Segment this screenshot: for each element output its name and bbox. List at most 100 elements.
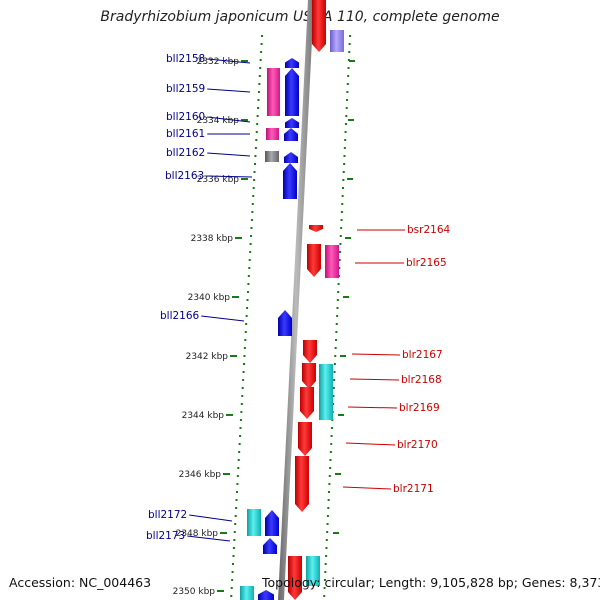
track-dot — [329, 459, 332, 461]
track-dot — [346, 91, 349, 93]
track-dot — [343, 163, 346, 165]
gene-label-blr2169: blr2169 — [399, 402, 440, 414]
track-dot — [233, 539, 236, 541]
track-dot — [345, 115, 348, 117]
track-dot — [244, 339, 247, 341]
leader-line-bll2172 — [189, 514, 233, 522]
track-dot — [232, 563, 235, 565]
track-dot — [231, 571, 234, 573]
kbp-tick-label: 2348 kbp — [176, 529, 219, 539]
track-dot — [233, 531, 236, 533]
track-dot — [324, 571, 327, 573]
track-dot — [243, 363, 246, 365]
track-dot — [333, 363, 336, 365]
track-dot — [332, 403, 335, 405]
track-dot — [348, 51, 351, 53]
track-dot — [326, 515, 329, 517]
track-dot — [332, 387, 335, 389]
bll2159-feature — [285, 68, 299, 116]
leader-line-bll2158 — [207, 58, 251, 64]
track-dot — [342, 171, 345, 173]
blr2171-feature — [295, 456, 309, 512]
track-dot — [258, 83, 261, 85]
track-dot — [344, 131, 347, 133]
gene-label-bll2161: bll2161 — [166, 128, 205, 140]
track-dot — [334, 347, 337, 349]
track-dot — [242, 371, 245, 373]
bll2162-feature — [284, 152, 298, 163]
track-dot — [249, 243, 252, 245]
gene-label-bll2166: bll2166 — [160, 310, 200, 322]
track-dot — [234, 515, 237, 517]
track-dot — [348, 43, 351, 45]
track-dot — [232, 547, 235, 549]
track-dot — [337, 283, 340, 285]
blr2165-feature — [307, 244, 321, 277]
track-dot — [340, 219, 343, 221]
track-dot — [247, 275, 250, 277]
track-dot — [236, 475, 239, 477]
track-dot — [234, 523, 237, 525]
track-dot — [325, 555, 328, 557]
track-dot — [242, 379, 245, 381]
track-dot — [236, 483, 239, 485]
bll2163-feature — [283, 163, 297, 199]
kbp-axis: 2332 kbp 2334 kbp 2336 kbp 2338 kbp 2340 kbp… — [173, 57, 355, 597]
track-dot — [243, 347, 246, 349]
accession-text: Accession: NC_004463 — [9, 575, 152, 590]
track-dot — [246, 299, 249, 301]
track-dot — [251, 203, 254, 205]
track-dot — [250, 235, 253, 237]
track-dot — [235, 491, 238, 493]
track-dot — [246, 291, 249, 293]
track-dot — [339, 235, 342, 237]
track-dot — [337, 291, 340, 293]
leader-line-blr2168 — [349, 378, 400, 381]
track-dot — [252, 195, 255, 197]
track-dot — [347, 75, 350, 77]
track-dot — [232, 555, 235, 557]
track-dot — [251, 211, 254, 213]
leader-line-blr2167 — [351, 353, 401, 356]
track-dot — [237, 459, 240, 461]
gene-label-bll2173: bll2173 — [146, 530, 185, 542]
track-dot — [260, 51, 263, 53]
track-dot — [336, 315, 339, 317]
track-dot — [335, 339, 338, 341]
track-dot — [252, 187, 255, 189]
track-dot — [346, 99, 349, 101]
leader-line-blr2169 — [347, 406, 398, 409]
track-dot — [243, 355, 246, 357]
track-dot — [239, 419, 242, 421]
track-dot — [328, 491, 331, 493]
track-dot — [230, 587, 233, 589]
bottom-cog-box — [240, 586, 254, 600]
bll2173-feature — [263, 538, 277, 554]
track-dot — [255, 131, 258, 133]
track-dot — [341, 203, 344, 205]
track-dot — [323, 595, 326, 597]
track-dot — [347, 67, 350, 69]
track-dot — [336, 307, 339, 309]
track-dot — [335, 323, 338, 325]
leader-line-bll2160 — [207, 116, 251, 123]
bll2166-feature — [278, 310, 292, 336]
track-dot — [253, 163, 256, 165]
track-dot — [250, 227, 253, 229]
track-dot — [237, 467, 240, 469]
track-dot — [240, 411, 243, 413]
top-cog-box — [330, 30, 344, 52]
gene-label-bll2158: bll2158 — [166, 53, 205, 65]
track-dot — [235, 499, 238, 501]
track-dot — [245, 323, 248, 325]
track-dot — [333, 379, 336, 381]
track-dot — [349, 35, 351, 37]
track-dot — [248, 259, 251, 261]
track-dot — [238, 451, 241, 453]
track-dot — [253, 179, 256, 181]
track-dot — [259, 67, 262, 69]
bottom-reverse-feature — [258, 590, 274, 600]
leader-line-bll2159 — [207, 88, 251, 93]
track-dot — [330, 443, 333, 445]
leader-line-blr2171 — [342, 486, 392, 490]
